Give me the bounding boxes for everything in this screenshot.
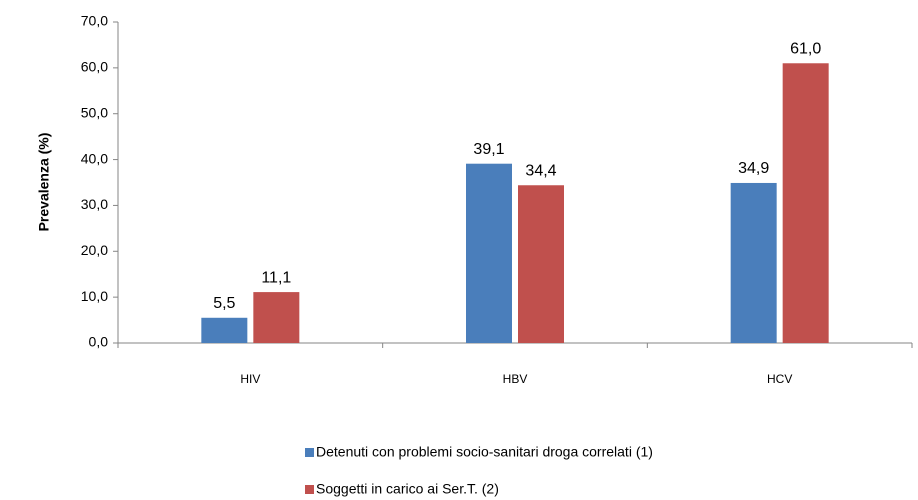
value-label: 61,0	[790, 40, 821, 57]
y-tick-label: 0,0	[89, 334, 109, 350]
bar	[201, 317, 248, 343]
bar	[466, 163, 512, 343]
bar	[518, 185, 564, 343]
legend-label: Soggetti in carico ai Ser.T. (2)	[316, 481, 499, 497]
y-tick-label: 40,0	[81, 150, 108, 166]
y-tick-label: 20,0	[81, 242, 108, 258]
value-label: 5,5	[213, 295, 235, 312]
value-label: 39,1	[473, 141, 504, 158]
y-tick-label: 60,0	[81, 59, 108, 75]
y-tick-label: 70,0	[81, 13, 108, 29]
x-tick-label: HIV	[240, 372, 260, 386]
legend-label: Detenuti con problemi socio-sanitari dro…	[316, 444, 653, 460]
x-tick-label: HBV	[503, 372, 528, 386]
y-tick-label: 10,0	[81, 288, 108, 304]
y-tick-label: 30,0	[81, 196, 108, 212]
value-label: 34,4	[525, 162, 556, 179]
bar	[782, 63, 829, 344]
x-tick-label: HCV	[767, 372, 792, 386]
bar	[253, 292, 300, 343]
legend-swatch	[305, 448, 314, 457]
y-axis-label: Prevalenza (%)	[36, 133, 52, 232]
value-label: 34,9	[738, 160, 769, 177]
value-label: 11,1	[261, 269, 291, 286]
bar	[730, 182, 777, 343]
y-tick-label: 50,0	[81, 104, 108, 120]
legend-swatch	[305, 485, 314, 494]
